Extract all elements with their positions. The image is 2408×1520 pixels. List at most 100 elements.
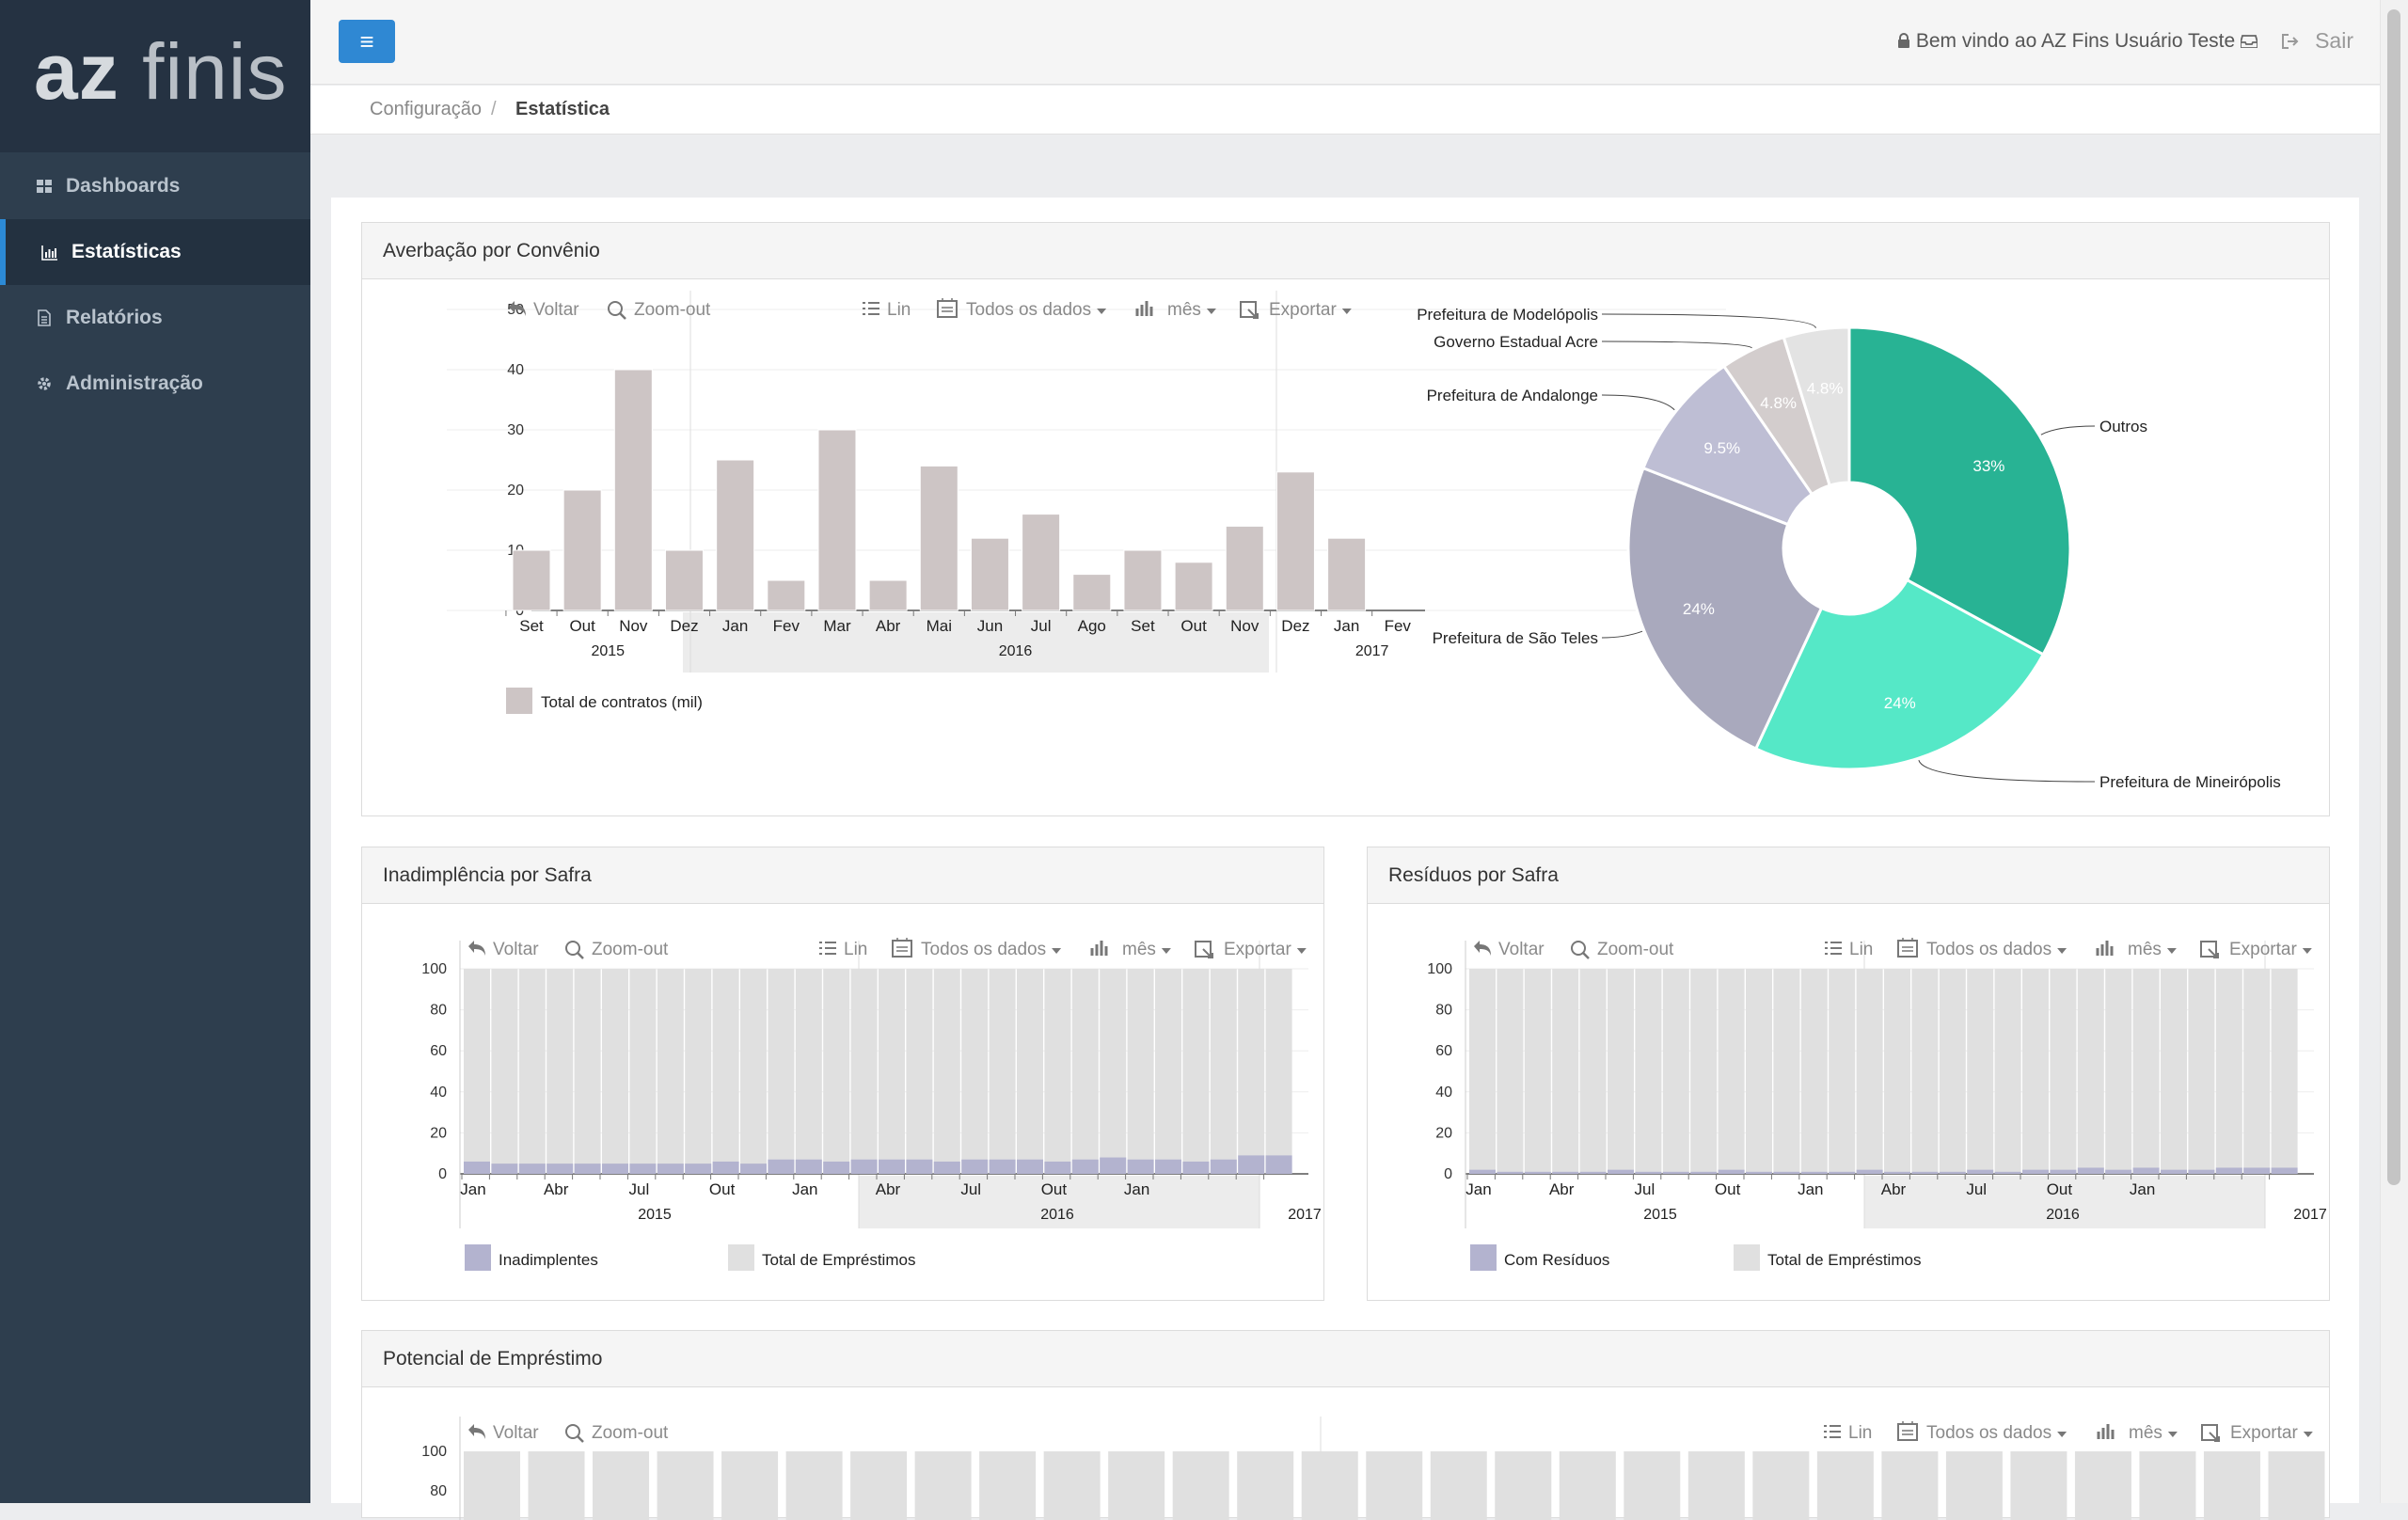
all-data-dropdown[interactable]: Todos os dados — [921, 940, 1046, 959]
panel-title: Averbação por Convênio — [362, 223, 2329, 279]
sidebar-item-dashboards[interactable]: Dashboards — [0, 153, 310, 219]
app-logo[interactable]: az finis — [0, 0, 310, 152]
legend-label: Total de contratos (mil) — [541, 693, 703, 711]
zoom-icon — [565, 941, 580, 956]
bar — [1172, 1451, 1229, 1520]
welcome-label: Bem vindo ao AZ Fins Usuário Teste — [1915, 30, 2236, 52]
lin-button[interactable]: Lin — [1849, 940, 1873, 959]
bar — [1017, 1159, 1043, 1174]
export-dropdown[interactable]: Exportar — [2229, 940, 2297, 959]
zoom-out-button[interactable]: Zoom-out — [1597, 940, 1674, 959]
all-data-dropdown[interactable]: Todos os dados — [966, 300, 1091, 320]
leader-line — [1918, 759, 2096, 783]
logout-link[interactable]: Sair — [2281, 28, 2353, 54]
all-data-dropdown[interactable]: Todos os dados — [1926, 940, 2052, 959]
bar — [518, 969, 546, 1174]
lin-button[interactable]: Lin — [1848, 1423, 1872, 1443]
undo-icon[interactable] — [468, 1424, 485, 1439]
export-icon-arrow — [2208, 948, 2219, 958]
zoom-icon-handle — [1582, 952, 1590, 959]
lin-button[interactable]: Lin — [887, 300, 911, 320]
bar — [2271, 1167, 2298, 1174]
back-button[interactable]: Voltar — [493, 1423, 539, 1443]
bar — [464, 1161, 490, 1174]
panel-potencial: Potencial de Empréstimo 100 80 Voltar Zoom-… — [361, 1330, 2330, 1520]
x-tick-label: Abr — [876, 1180, 901, 1198]
chart-toolbar: Voltar Zoom-out Lin Todos os dados mês Export… — [509, 298, 1352, 320]
scrollbar-thumb[interactable] — [2387, 9, 2400, 1185]
x-tick-label: Jan — [2130, 1180, 2155, 1198]
zoom-icon-handle — [577, 952, 584, 959]
x-tick-label: Nov — [1230, 617, 1259, 635]
legend-swatch — [728, 1244, 754, 1271]
bar — [850, 1451, 908, 1520]
bar — [989, 1159, 1016, 1174]
panel-inadimplencia: Inadimplência por Safra 0 20 40 60 80 100 Jan A… — [361, 847, 1324, 1301]
sign-out-icon — [2281, 34, 2299, 49]
breadcrumb-parent[interactable]: Configuração — [370, 99, 482, 119]
bar — [1687, 1451, 1745, 1520]
bar — [1690, 969, 1718, 1174]
bar — [2271, 969, 2298, 1174]
bar — [1624, 1451, 1681, 1520]
back-button[interactable]: Voltar — [1498, 940, 1545, 959]
bar — [1182, 969, 1210, 1174]
pie-slice — [1782, 325, 1851, 488]
export-dropdown[interactable]: Exportar — [1269, 300, 1337, 320]
breadcrumb: Configuração / Estatística — [310, 86, 2380, 135]
y-tick-label: 0 — [1444, 1166, 1452, 1182]
legend-swatch — [1470, 1244, 1497, 1271]
zoom-out-button[interactable]: Zoom-out — [592, 940, 669, 959]
bar — [1524, 969, 1551, 1174]
slice-label: 4.8% — [1760, 394, 1797, 412]
bar — [518, 1164, 546, 1174]
undo-icon[interactable] — [468, 941, 485, 956]
y-tick-label: 0 — [438, 1166, 447, 1182]
caret-down-icon — [2057, 1432, 2067, 1437]
bar — [1884, 969, 1910, 1174]
calendar-icon-grid — [1902, 938, 1913, 952]
x-tick-label: Fev — [773, 617, 800, 635]
zoom-out-button[interactable]: Zoom-out — [592, 1423, 669, 1443]
undo-icon[interactable] — [1474, 941, 1491, 956]
zoom-out-button[interactable]: Zoom-out — [634, 300, 711, 320]
export-dropdown[interactable]: Exportar — [2230, 1423, 2298, 1443]
back-button[interactable]: Voltar — [533, 300, 579, 320]
export-dropdown[interactable]: Exportar — [1224, 940, 1291, 959]
lin-button[interactable]: Lin — [844, 940, 867, 959]
caret-down-icon — [1206, 309, 1216, 314]
y-tick-label: 80 — [430, 1483, 447, 1499]
y-tick-label: 20 — [430, 1125, 447, 1141]
period-dropdown[interactable]: mês — [2129, 1423, 2162, 1443]
period-dropdown[interactable]: mês — [2128, 940, 2162, 959]
sidebar-item-relatorios[interactable]: Relatórios — [0, 285, 310, 351]
bar — [979, 1451, 1037, 1520]
bar — [1022, 514, 1061, 611]
bar — [2188, 969, 2215, 1174]
period-dropdown[interactable]: mês — [1122, 940, 1156, 959]
bar — [823, 1161, 850, 1174]
y-tick-label: 60 — [1435, 1043, 1452, 1059]
x-tick-label: Out — [709, 1180, 736, 1198]
menu-toggle-button[interactable]: ≡ — [339, 20, 395, 63]
back-button[interactable]: Voltar — [493, 940, 539, 959]
all-data-dropdown[interactable]: Todos os dados — [1926, 1423, 2052, 1443]
panel-title: Potencial de Empréstimo — [362, 1331, 2329, 1387]
bar — [712, 1161, 739, 1174]
bar — [2077, 969, 2104, 1174]
x-tick-label: Out — [2047, 1180, 2073, 1198]
bar — [2132, 1167, 2160, 1174]
bar — [906, 1159, 933, 1174]
bar — [685, 1164, 712, 1174]
bar — [2132, 969, 2160, 1174]
sidebar-item-administracao[interactable]: Administração — [0, 351, 310, 417]
bar — [1301, 1451, 1358, 1520]
legend-label: Com Resíduos — [1504, 1251, 1609, 1269]
undo-icon[interactable] — [509, 301, 526, 316]
sidebar-item-estatisticas[interactable]: Estatísticas — [0, 219, 310, 285]
bar — [1524, 1171, 1551, 1174]
calendar-icon — [937, 300, 958, 318]
period-dropdown[interactable]: mês — [1167, 300, 1201, 320]
bar-chart-icon — [1135, 301, 1153, 316]
bar — [602, 1164, 628, 1174]
